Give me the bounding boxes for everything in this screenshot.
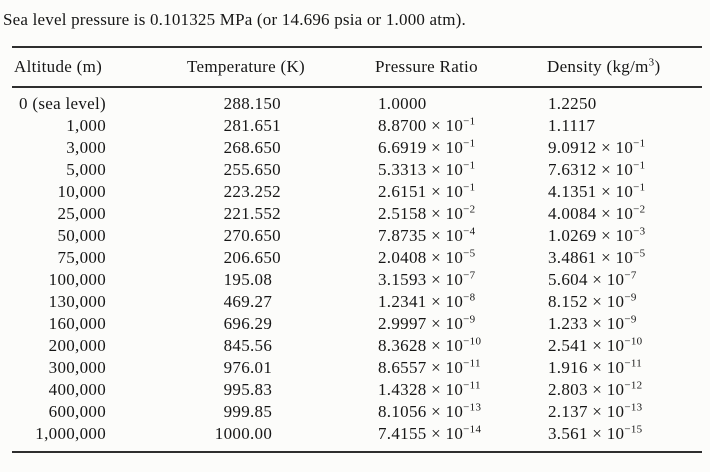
table-row: 25,000 221.552 2.5158 × 10−2 4.0084 × 10−2 [12, 203, 702, 225]
pressure-ratio-cell: 2.5158 × 10−2 [378, 203, 476, 223]
density-cell: 9.0912 × 10−1 [548, 137, 646, 157]
temperature-cell: 270.650 [223, 226, 281, 245]
altitude-cell: 1,000,000 [35, 424, 106, 443]
density-cell: 2.803 × 10−12 [548, 379, 643, 399]
column-header-density: Density (kg/m3) [547, 56, 661, 76]
table-row: 50,000 270.650 7.8735 × 10−4 1.0269 × 10−3 [12, 225, 702, 247]
table-row: 0 (sea level) 288.150 1.0000 1.2250 [12, 93, 702, 115]
pressure-ratio-cell: 1.2341 × 10−8 [378, 291, 476, 311]
temperature-cell: 288.150 [223, 94, 281, 113]
table-header-rule [12, 86, 702, 88]
table-row: 300,000 976.01 8.6557 × 10−11 1.916 × 10−11 [12, 357, 702, 379]
temperature-cell: 469.27 [223, 292, 273, 311]
table-row: 600,000 999.85 8.1056 × 10−13 2.137 × 10−13 [12, 401, 702, 423]
pressure-ratio-cell: 3.1593 × 10−7 [378, 269, 476, 289]
pressure-ratio-cell: 8.1056 × 10−13 [378, 401, 482, 421]
altitude-cell: 10,000 [57, 182, 106, 201]
table-row: 10,000 223.252 2.6151 × 10−1 4.1351 × 10−1 [12, 181, 702, 203]
temperature-cell: 223.252 [223, 182, 281, 201]
table-row: 1,000 281.651 8.8700 × 10−1 1.1117 [12, 115, 702, 137]
density-cell: 1.1117 [548, 116, 596, 135]
pressure-ratio-cell: 2.9997 × 10−9 [378, 313, 476, 333]
column-header-altitude: Altitude (m) [14, 57, 103, 76]
altitude-cell: 50,000 [57, 226, 106, 245]
table-top-rule [12, 46, 702, 48]
altitude-cell: 160,000 [48, 314, 106, 333]
density-cell: 5.604 × 10−7 [548, 269, 637, 289]
density-cell: 4.0084 × 10−2 [548, 203, 646, 223]
pressure-ratio-cell: 7.4155 × 10−14 [378, 423, 482, 443]
density-cell: 3.4861 × 10−5 [548, 247, 646, 267]
altitude-cell: 130,000 [48, 292, 106, 311]
table-row: 3,000 268.650 6.6919 × 10−1 9.0912 × 10−1 [12, 137, 702, 159]
temperature-cell: 221.552 [223, 204, 281, 223]
table-row: 130,000 469.27 1.2341 × 10−8 8.152 × 10−9 [12, 291, 702, 313]
altitude-cell: 300,000 [48, 358, 106, 377]
table-row: 75,000 206.650 2.0408 × 10−5 3.4861 × 10−5 [12, 247, 702, 269]
temperature-cell: 255.650 [223, 160, 281, 179]
table-row: 5,000 255.650 5.3313 × 10−1 7.6312 × 10−1 [12, 159, 702, 181]
altitude-cell: 75,000 [57, 248, 106, 267]
temperature-cell: 845.56 [223, 336, 273, 355]
pressure-ratio-cell: 5.3313 × 10−1 [378, 159, 476, 179]
pressure-ratio-cell: 8.8700 × 10−1 [378, 115, 476, 135]
temperature-cell: 696.29 [223, 314, 273, 333]
density-cell: 3.561 × 10−15 [548, 423, 643, 443]
pressure-ratio-cell: 2.0408 × 10−5 [378, 247, 476, 267]
table-row: 160,000 696.29 2.9997 × 10−9 1.233 × 10−9 [12, 313, 702, 335]
pressure-ratio-cell: 8.3628 × 10−10 [378, 335, 482, 355]
altitude-cell: 25,000 [57, 204, 106, 223]
column-header-temperature: Temperature (K) [187, 57, 305, 76]
altitude-cell: 0 (sea level) [19, 94, 106, 113]
density-cell: 1.0269 × 10−3 [548, 225, 646, 245]
temperature-cell: 999.85 [223, 402, 273, 421]
temperature-cell: 195.08 [223, 270, 273, 289]
altitude-cell: 200,000 [48, 336, 106, 355]
table-row: 400,000 995.83 1.4328 × 10−11 2.803 × 10−12 [12, 379, 702, 401]
altitude-cell: 3,000 [66, 138, 106, 157]
temperature-cell: 281.651 [223, 116, 281, 135]
altitude-cell: 100,000 [48, 270, 106, 289]
page: Sea level pressure is 0.101325 MPa (or 1… [0, 9, 710, 453]
column-header-pressure-ratio: Pressure Ratio [375, 57, 478, 76]
density-cell: 1.2250 [548, 94, 597, 113]
density-cell: 2.137 × 10−13 [548, 401, 643, 421]
temperature-cell: 1000.00 [214, 424, 273, 443]
table-body: 0 (sea level) 288.150 1.0000 1.2250 1,000 281… [12, 88, 702, 451]
pressure-ratio-cell: 8.6557 × 10−11 [378, 357, 481, 377]
table-row: 1,000,000 1000.00 7.4155 × 10−14 3.561 × 10… [12, 423, 702, 445]
pressure-ratio-cell: 2.6151 × 10−1 [378, 181, 476, 201]
altitude-cell: 1,000 [66, 116, 106, 135]
table-bottom-rule [12, 451, 702, 453]
temperature-cell: 976.01 [223, 358, 273, 377]
standard-atmosphere-table: Altitude (m) Temperature (K) Pressure Rati… [12, 46, 702, 453]
density-cell: 8.152 × 10−9 [548, 291, 637, 311]
altitude-cell: 5,000 [66, 160, 106, 179]
density-cell: 1.916 × 10−11 [548, 357, 643, 377]
altitude-cell: 400,000 [48, 380, 106, 399]
table-header-row: Altitude (m) Temperature (K) Pressure Rati… [12, 48, 702, 86]
density-cell: 1.233 × 10−9 [548, 313, 637, 333]
table-row: 200,000 845.56 8.3628 × 10−10 2.541 × 10−10 [12, 335, 702, 357]
pressure-ratio-cell: 6.6919 × 10−1 [378, 137, 476, 157]
altitude-cell: 600,000 [48, 402, 106, 421]
temperature-cell: 206.650 [223, 248, 281, 267]
temperature-cell: 995.83 [223, 380, 273, 399]
density-cell: 7.6312 × 10−1 [548, 159, 646, 179]
density-cell: 2.541 × 10−10 [548, 335, 643, 355]
temperature-cell: 268.650 [223, 138, 281, 157]
density-cell: 4.1351 × 10−1 [548, 181, 646, 201]
intro-text: Sea level pressure is 0.101325 MPa (or 1… [3, 10, 466, 29]
table-row: 100,000 195.08 3.1593 × 10−7 5.604 × 10−7 [12, 269, 702, 291]
pressure-ratio-cell: 1.4328 × 10−11 [378, 379, 481, 399]
pressure-ratio-cell: 7.8735 × 10−4 [378, 225, 476, 245]
pressure-ratio-cell: 1.0000 [378, 94, 427, 113]
